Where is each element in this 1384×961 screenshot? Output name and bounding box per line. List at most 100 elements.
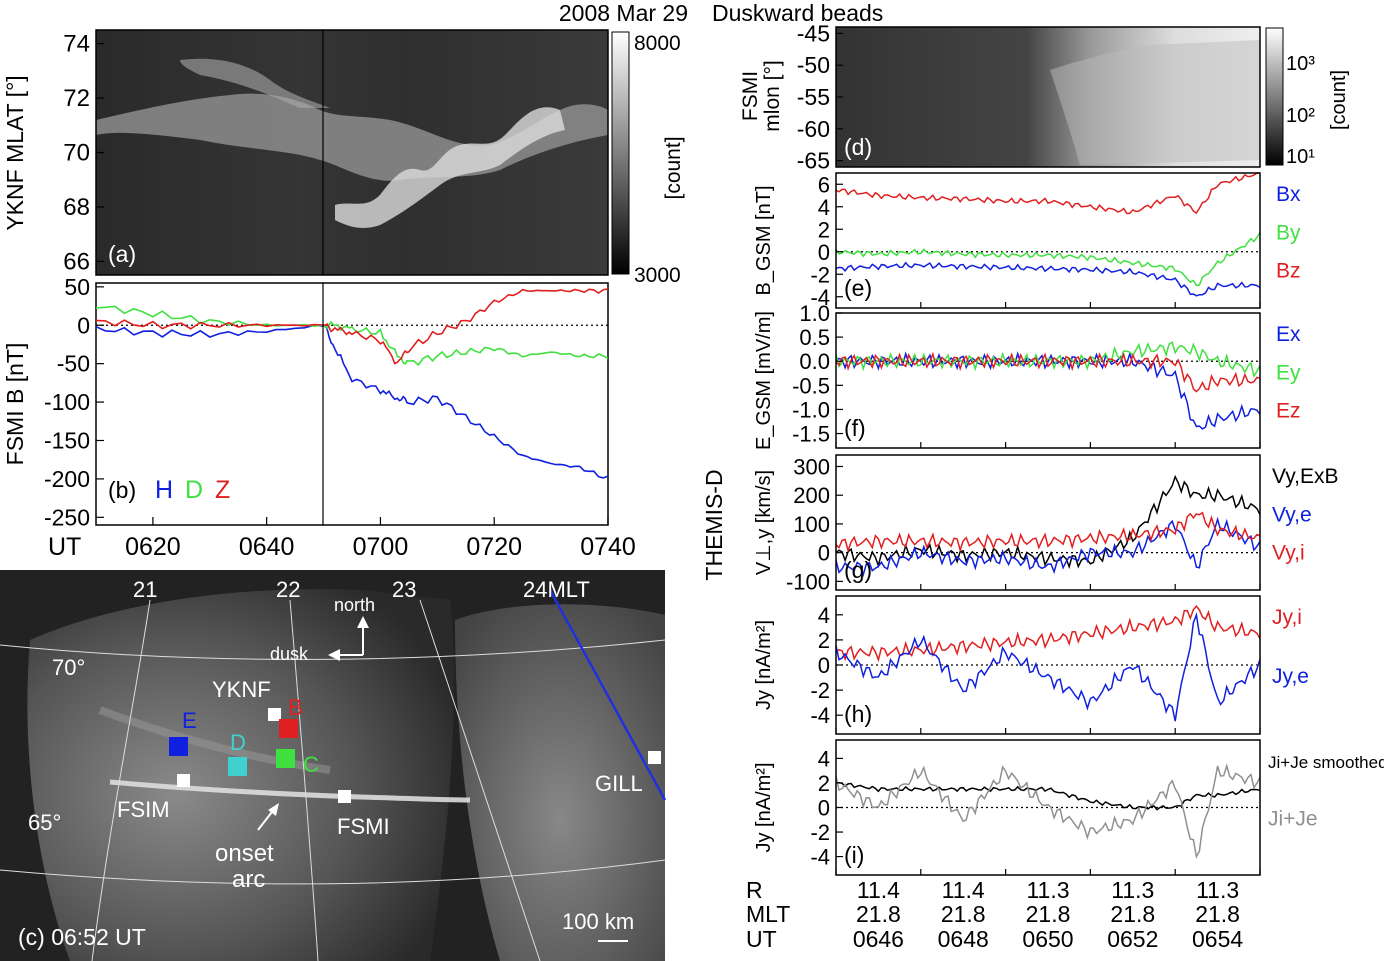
panel_i-ylabel: Jy [nA/m²] (753, 762, 775, 852)
panel_g-ytick-label: 0 (818, 541, 830, 566)
panel_h-label: (h) (844, 701, 872, 727)
marker-d-label: D (230, 730, 246, 755)
legend-d: D (185, 476, 203, 504)
panel_e-frame (835, 172, 1261, 309)
bottom-axis-cell: 0646 (853, 926, 904, 952)
panel_e-ytick-label: -4 (810, 285, 830, 310)
panel_h-ytick-label: 4 (818, 603, 830, 628)
panel_f-ytick-label: 0.5 (799, 325, 830, 350)
panel-b-series-z (95, 288, 609, 365)
panel_i-ytick-label: 2 (818, 771, 830, 796)
panel-a-aurora-top (180, 58, 330, 108)
station-fsim-marker (177, 774, 190, 787)
panel_f-series (835, 341, 1261, 378)
bottom-axis-cell: 21.8 (1195, 901, 1240, 927)
panel_h-legend-item: Jy,i (1272, 606, 1302, 629)
panel-a: 74 72 70 68 66 YKNF MLAT [°] (a) 8000 3000 [… (2, 29, 685, 287)
panel_e-ytick-label: 4 (818, 195, 830, 220)
panel-a-label: (a) (108, 241, 136, 267)
panel-d-ytick-label: -50 (797, 52, 830, 78)
bottom-axis: RMLTUT11.421.8064611.421.8064811.321.806… (746, 877, 1243, 952)
panel-d-label: (d) (844, 134, 872, 160)
panel-b-xticks: 0620 0640 0700 0720 0740 (125, 517, 636, 561)
panel_h-ytick-label: 0 (818, 653, 830, 678)
station-yknf: YKNF (212, 677, 271, 702)
bottom-axis-row-label: UT (746, 926, 777, 952)
panel-a-ytick-label: 74 (63, 31, 90, 58)
panel_e-legend-item: Bx (1276, 183, 1301, 206)
station-fsim: FSIM (117, 797, 170, 822)
panel_e-series (835, 172, 1260, 215)
panel_i-legend-item: Ji+Je (1268, 808, 1318, 831)
station-gill-marker (648, 751, 661, 764)
bottom-axis-cell: 21.8 (941, 901, 986, 927)
panel-a-colorbar (611, 31, 630, 275)
date-label: 2008 Mar 29 (559, 0, 688, 26)
panel_g-legend-item: Vy,ExB (1272, 465, 1339, 488)
bottom-axis-cell: 21.8 (1026, 901, 1071, 927)
panel-b-xtick-label: 0720 (466, 533, 522, 561)
panel-a-beads (335, 107, 565, 228)
marker-c (276, 749, 295, 768)
panel_g-ytick-label: 100 (793, 512, 830, 537)
panel-b-ytick-label: -200 (44, 466, 90, 492)
panel_e-label: (e) (844, 275, 872, 301)
panel-d-ylabel-1: FSMI (739, 71, 762, 121)
panel-b-lines (95, 288, 609, 479)
panel-b-ytick-label: -50 (57, 351, 90, 377)
panel-d: -45 -50 -55 -60 -65 FSMI mlon [°] (d) 10³ 10… (739, 20, 1350, 173)
panel-c-blue-line (548, 589, 667, 801)
panel_f-series (835, 351, 1261, 393)
panel_g-ytick-label: -100 (786, 569, 830, 594)
panel-c-label: (c) 06:52 UT (18, 924, 146, 950)
panel_e-ytick-label: -2 (810, 262, 830, 287)
panel-i: 420-2-4 (i) Jy [nA/m²] Ji+Je smoothed Ji+Je (753, 739, 1384, 876)
marker-b-label: B (288, 695, 303, 720)
panel-c-grid (0, 599, 666, 961)
panel-b-xtick-label: 0700 (353, 533, 409, 561)
panel_f-ytick-label: -1.0 (792, 397, 830, 422)
panel_g-ytick-label: 200 (793, 483, 830, 508)
panel_g-frame (835, 454, 1261, 591)
panel_i-ytick-label: 4 (818, 746, 830, 771)
panel_e-legend-item: By (1276, 221, 1301, 244)
panel_f-frame (835, 312, 1261, 449)
panel_f-ylabel: E_GSM [mV/m] (753, 311, 775, 450)
panel-b-series-d (95, 305, 609, 367)
panel_i-label: (i) (844, 842, 864, 868)
panel_g-legend-item: Vy,e (1272, 503, 1312, 526)
panel_h-legend-item: Jy,e (1272, 665, 1309, 688)
panel_g-series (835, 474, 1261, 570)
bottom-axis-cell: 11.3 (1026, 877, 1069, 903)
panel-b-series-h (95, 324, 609, 479)
bottom-axis-cell: 0654 (1192, 926, 1243, 952)
marker-d (228, 757, 247, 776)
panel_g-ylabel: V⊥,y [km/s] (753, 470, 775, 575)
bottom-axis-row-label: R (746, 877, 763, 903)
panel-b-yticks: 50 0 -50 -100 -150 -200 -250 (44, 274, 104, 530)
panel-b-label: (b) (108, 477, 136, 503)
lat-70: 70° (52, 655, 85, 680)
panel_f-ytick-label: -1.5 (792, 422, 830, 447)
right-title: Duskward beads (712, 0, 883, 26)
mlt-24: 24MLT (523, 577, 590, 602)
panel-c: 21 22 23 24MLT 70° 65° north dusk YKNF F… (0, 570, 667, 961)
panel-a-cb-min: 3000 (634, 264, 681, 287)
panel-c-sky-right (455, 604, 665, 961)
panel_f-legend-item: Ez (1276, 400, 1301, 423)
bottom-axis-row-label: MLT (746, 901, 790, 927)
panel_i-ytick-label: 0 (818, 796, 830, 821)
panel_f-label: (f) (844, 415, 866, 441)
panel_h-ytick-label: -4 (810, 703, 830, 728)
panel_e-series (835, 232, 1261, 287)
bottom-axis-cell: 0652 (1107, 926, 1158, 952)
bottom-axis-cell: 11.4 (942, 877, 985, 903)
panel_g-label: (g) (844, 557, 872, 583)
bottom-axis-cell: 21.8 (1110, 901, 1155, 927)
lat-65: 65° (28, 810, 61, 835)
compass-north: north (334, 595, 375, 615)
panel-d-ytick-label: -55 (797, 84, 830, 110)
arc-label: arc (232, 866, 265, 893)
